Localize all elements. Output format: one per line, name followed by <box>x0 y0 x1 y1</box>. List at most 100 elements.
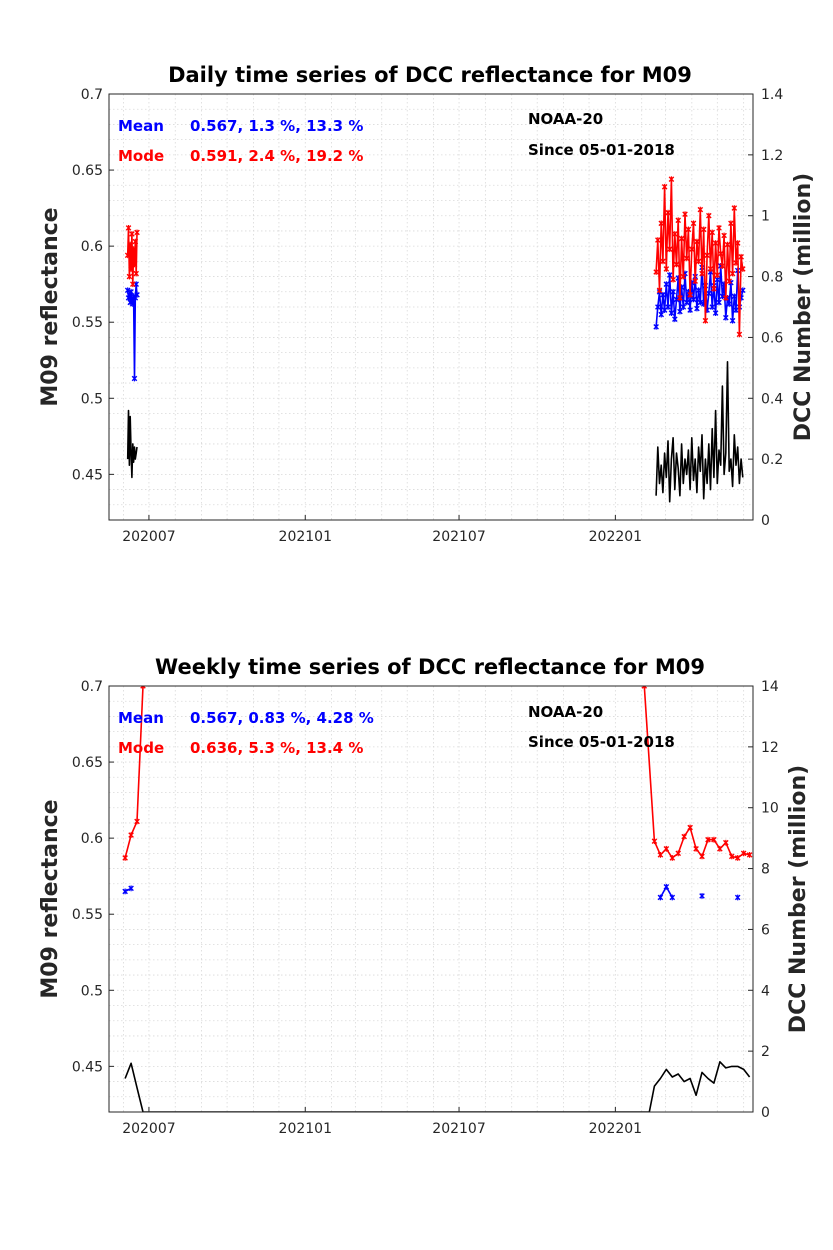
mode-point <box>657 851 664 858</box>
mode-point <box>663 266 670 272</box>
series-layer <box>122 686 753 1112</box>
mean-label: Mean <box>118 117 164 135</box>
mode-point <box>680 273 687 280</box>
satellite-label: NOAA-20 <box>528 110 603 128</box>
mean-point <box>669 894 676 901</box>
y2-tick-label: 12 <box>761 740 779 756</box>
mode-stats: 0.591, 2.4 %, 19.2 % <box>190 147 363 165</box>
mode-point <box>666 246 673 253</box>
series-clip <box>122 686 753 1112</box>
mean-point <box>663 281 670 288</box>
mode-point <box>687 291 693 298</box>
y2-axis-label: DCC Number (million) <box>786 765 811 1033</box>
mode-point <box>660 258 666 265</box>
weekly-chart: Weekly time series of DCC reflectance fo… <box>38 655 811 1137</box>
mode-point <box>726 278 733 285</box>
mean-point <box>731 293 738 300</box>
mode-point <box>129 281 136 288</box>
mean-point <box>690 296 697 303</box>
mode-point <box>699 270 705 277</box>
mode-point <box>734 240 741 246</box>
mean-point <box>694 305 700 312</box>
mode-point <box>129 231 135 237</box>
mode-point <box>721 232 727 239</box>
mode-point <box>704 252 710 259</box>
mean-point <box>695 287 702 294</box>
mean-point <box>683 299 690 306</box>
mode-point <box>702 317 709 324</box>
dcc-number-line <box>655 360 744 503</box>
mode-label: Mode <box>118 147 164 165</box>
mode-point <box>689 246 695 253</box>
mean-point <box>709 304 716 310</box>
mean-point <box>658 311 665 318</box>
tick-labels: 202007 202101 202107 202201 0.45 0.5 0.55 0.6 0.… <box>72 679 779 1137</box>
mode-point <box>655 237 661 243</box>
x-tick-label: 202101 <box>279 529 332 545</box>
mean-point <box>712 310 719 316</box>
y2-tick-label: 0.8 <box>761 270 783 286</box>
mean-point <box>719 293 726 300</box>
mode-point <box>124 252 131 259</box>
mean-point <box>740 287 746 294</box>
mean-point <box>665 304 671 310</box>
mode-point <box>723 839 729 846</box>
mean-point <box>663 883 670 890</box>
mean-point <box>687 307 693 313</box>
mode-point <box>661 183 668 190</box>
y2-tick-label: 4 <box>761 983 770 999</box>
mean-point <box>697 299 704 306</box>
mean-point <box>723 314 729 321</box>
mode-point <box>682 211 688 218</box>
mode-point <box>651 838 658 845</box>
mode-point <box>711 836 717 843</box>
y-axis-label: M09 reflectance <box>38 799 63 998</box>
y-tick-label: 0.6 <box>81 239 103 255</box>
mean-point <box>716 299 722 306</box>
mode-point <box>122 855 128 861</box>
mean-line <box>655 265 744 327</box>
mode-point <box>706 212 712 219</box>
y2-tick-label: 0.4 <box>761 391 783 407</box>
y-tick-label: 0.45 <box>72 1059 103 1075</box>
x-tick-label: 202007 <box>122 529 175 545</box>
mode-point <box>668 176 675 183</box>
y-tick-label: 0.55 <box>72 315 103 331</box>
mode-point <box>132 238 139 245</box>
y2-tick-label: 0.6 <box>761 330 783 346</box>
mean-point <box>657 894 664 901</box>
mode-point <box>641 686 648 689</box>
mean-point <box>129 301 136 307</box>
mode-point <box>690 220 697 227</box>
since-label: Since 05-01-2018 <box>528 733 675 751</box>
mode-point <box>712 240 719 246</box>
mean-stats: 0.567, 1.3 %, 13.3 % <box>190 117 363 135</box>
series-layer <box>124 176 746 503</box>
y2-tick-label: 6 <box>761 922 770 938</box>
x-tick-label: 202201 <box>589 1121 642 1137</box>
mode-point <box>128 832 134 838</box>
mean-point <box>706 290 712 297</box>
mean-point <box>668 310 675 316</box>
y2-tick-label: 1.4 <box>761 87 783 103</box>
dcc-number-line <box>124 1061 751 1112</box>
mode-point <box>738 253 744 260</box>
mode-point <box>134 818 140 825</box>
mode-point <box>658 220 665 227</box>
mean-point <box>677 308 683 315</box>
mode-point <box>733 259 739 266</box>
mode-point <box>694 238 700 245</box>
x-tick-label: 202101 <box>279 1121 332 1137</box>
daily-chart: Daily time series of DCC reflectance for… <box>38 63 816 545</box>
x-tick-label: 202007 <box>122 1121 175 1137</box>
mode-point <box>740 266 746 272</box>
y2-tick-label: 8 <box>761 862 770 878</box>
mean-point <box>734 894 741 901</box>
grid <box>109 94 753 520</box>
mode-point <box>669 855 676 861</box>
y-tick-label: 0.45 <box>72 467 103 483</box>
mean-point <box>655 304 661 310</box>
mode-point <box>140 686 146 689</box>
mean-point <box>134 291 140 298</box>
